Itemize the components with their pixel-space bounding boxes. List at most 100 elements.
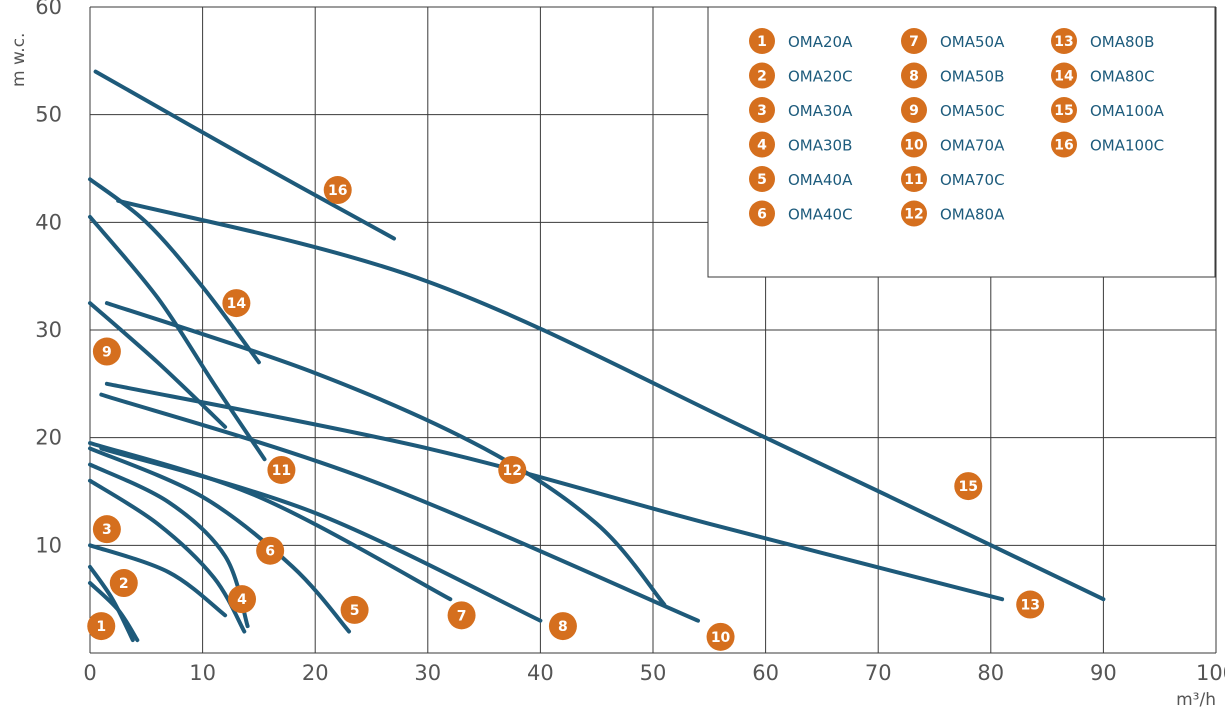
curve-badge-number: 3 bbox=[102, 522, 112, 538]
legend-badge-number: 11 bbox=[904, 172, 923, 188]
curve-oma20c bbox=[88, 564, 135, 643]
curve-badge-number: 4 bbox=[237, 592, 247, 608]
legend-entry-label: OMA70C bbox=[940, 171, 1005, 189]
legend-badge-number: 1 bbox=[757, 34, 767, 50]
y-tick-label: 30 bbox=[35, 318, 62, 342]
legend-entry-label: OMA20A bbox=[788, 33, 853, 51]
curve-oma30a bbox=[88, 543, 228, 618]
legend-badge-13 bbox=[1051, 28, 1077, 54]
legend-badge-3 bbox=[749, 97, 775, 123]
legend-entry-label: OMA50A bbox=[940, 33, 1005, 51]
legend-badge-14 bbox=[1051, 62, 1077, 89]
curve-badge-9 bbox=[92, 337, 121, 366]
legend-badge-number: 2 bbox=[757, 69, 767, 85]
curve-badge-number: 1 bbox=[96, 619, 106, 635]
curve-badge-number: 16 bbox=[328, 183, 347, 199]
curve-badge-number: 8 bbox=[558, 619, 568, 635]
tick-label-layer: 0 10 20 30 40 50 60 70 80 90 100 10 20 30 40 50 60 bbox=[35, 0, 1225, 685]
curve-oma100a bbox=[116, 198, 1106, 602]
curve-badge-15 bbox=[954, 472, 983, 501]
curve-badge-11 bbox=[267, 455, 296, 484]
legend-badge-1 bbox=[749, 28, 775, 54]
legend-badge-16 bbox=[1051, 131, 1077, 158]
legend-badge-8 bbox=[901, 62, 927, 89]
x-tick-label: 90 bbox=[1090, 661, 1117, 685]
legend-badge-number: 12 bbox=[904, 207, 923, 223]
grid-layer bbox=[89, 6, 1217, 654]
x-tick-label: 70 bbox=[865, 661, 892, 685]
legend-badge-number: 3 bbox=[757, 103, 767, 119]
legend-badge-7 bbox=[901, 28, 927, 54]
curve-badge-10 bbox=[706, 622, 735, 651]
y-tick-label: 60 bbox=[35, 0, 62, 19]
x-tick-label: 0 bbox=[83, 661, 96, 685]
legend-badge-number: 13 bbox=[1054, 34, 1073, 50]
curve-badge-number: 5 bbox=[350, 603, 360, 619]
legend-entry-label: OMA20C bbox=[788, 68, 853, 86]
curve-badge-number: 14 bbox=[227, 296, 247, 312]
legend-badge-number: 14 bbox=[1054, 69, 1074, 85]
x-tick-label: 10 bbox=[189, 661, 216, 685]
curve-oma80c bbox=[88, 177, 261, 365]
curve-badge-number: 6 bbox=[265, 544, 275, 560]
legend-badge-9 bbox=[901, 97, 927, 123]
legend-entry-label: OMA40C bbox=[788, 206, 853, 224]
legend: 1 OMA20A 2 OMA20C 3 OMA30A 4 OMA30B 5 OMA40A 6 OMA4… bbox=[707, 6, 1216, 278]
curve-badge-number: 11 bbox=[272, 463, 291, 479]
curve-badge-7 bbox=[447, 601, 476, 630]
x-axis-label: m³/h bbox=[1176, 690, 1216, 710]
legend-entry-label: OMA80C bbox=[1090, 68, 1155, 86]
curve-badge-number: 13 bbox=[1020, 598, 1039, 614]
legend-badge-12 bbox=[901, 200, 927, 227]
legend-badge-number: 16 bbox=[1054, 138, 1073, 154]
curve-oma80b bbox=[104, 381, 1005, 602]
legend-entry-label: OMA70A bbox=[940, 137, 1005, 155]
curve-badge-1 bbox=[87, 612, 116, 641]
legend-badge-number: 6 bbox=[757, 207, 767, 223]
curve-badge-14 bbox=[222, 289, 251, 318]
legend-entry-label: OMA80B bbox=[1090, 33, 1154, 51]
curve-oma50c bbox=[88, 301, 228, 429]
curve-badge-12 bbox=[498, 455, 527, 484]
y-tick-label: 40 bbox=[35, 210, 62, 234]
legend-badge-6 bbox=[749, 200, 775, 227]
curve-oma70c bbox=[88, 214, 267, 462]
curve-badge-number: 12 bbox=[503, 463, 522, 479]
curve-badge-8 bbox=[548, 612, 577, 641]
curve-badge-13 bbox=[1016, 590, 1045, 619]
x-tick-label: 50 bbox=[640, 661, 667, 685]
legend-badge-4 bbox=[749, 131, 775, 158]
y-axis-label: m w.c. bbox=[9, 33, 29, 87]
curve-badge-3 bbox=[92, 515, 121, 544]
legend-badge-10 bbox=[901, 131, 927, 158]
x-tick-label: 100 bbox=[1196, 661, 1225, 685]
x-tick-label: 20 bbox=[302, 661, 329, 685]
legend-badge-number: 9 bbox=[909, 103, 919, 119]
curve-badge-16 bbox=[323, 176, 352, 205]
curve-oma100c bbox=[93, 69, 396, 241]
curve-badge-number: 2 bbox=[119, 576, 129, 592]
legend-badge-number: 10 bbox=[904, 138, 924, 154]
curve-oma50b bbox=[99, 446, 543, 623]
x-tick-label: 60 bbox=[752, 661, 779, 685]
legend-entry-label: OMA30A bbox=[788, 102, 853, 120]
legend-entry-label: OMA50B bbox=[940, 68, 1004, 86]
legend-badge-5 bbox=[749, 166, 775, 192]
legend-entry-label: OMA100C bbox=[1090, 137, 1164, 155]
y-tick-label: 10 bbox=[35, 533, 62, 557]
legend-box bbox=[707, 6, 1216, 278]
x-tick-label: 80 bbox=[977, 661, 1004, 685]
y-tick-label: 20 bbox=[35, 426, 62, 450]
legend-entry-label: OMA30B bbox=[788, 137, 852, 155]
curve-badge-number: 15 bbox=[959, 479, 978, 495]
legend-badge-11 bbox=[901, 166, 927, 192]
legend-badge-15 bbox=[1051, 97, 1077, 123]
curve-badge-number: 10 bbox=[711, 630, 731, 646]
curve-badge-5 bbox=[340, 595, 369, 624]
legend-entry-label: OMA100A bbox=[1090, 102, 1165, 120]
legend-entry-label: OMA40A bbox=[788, 171, 853, 189]
legend-badge-2 bbox=[749, 62, 775, 89]
curve-oma40a bbox=[88, 446, 351, 634]
legend-badge-number: 4 bbox=[757, 138, 767, 154]
